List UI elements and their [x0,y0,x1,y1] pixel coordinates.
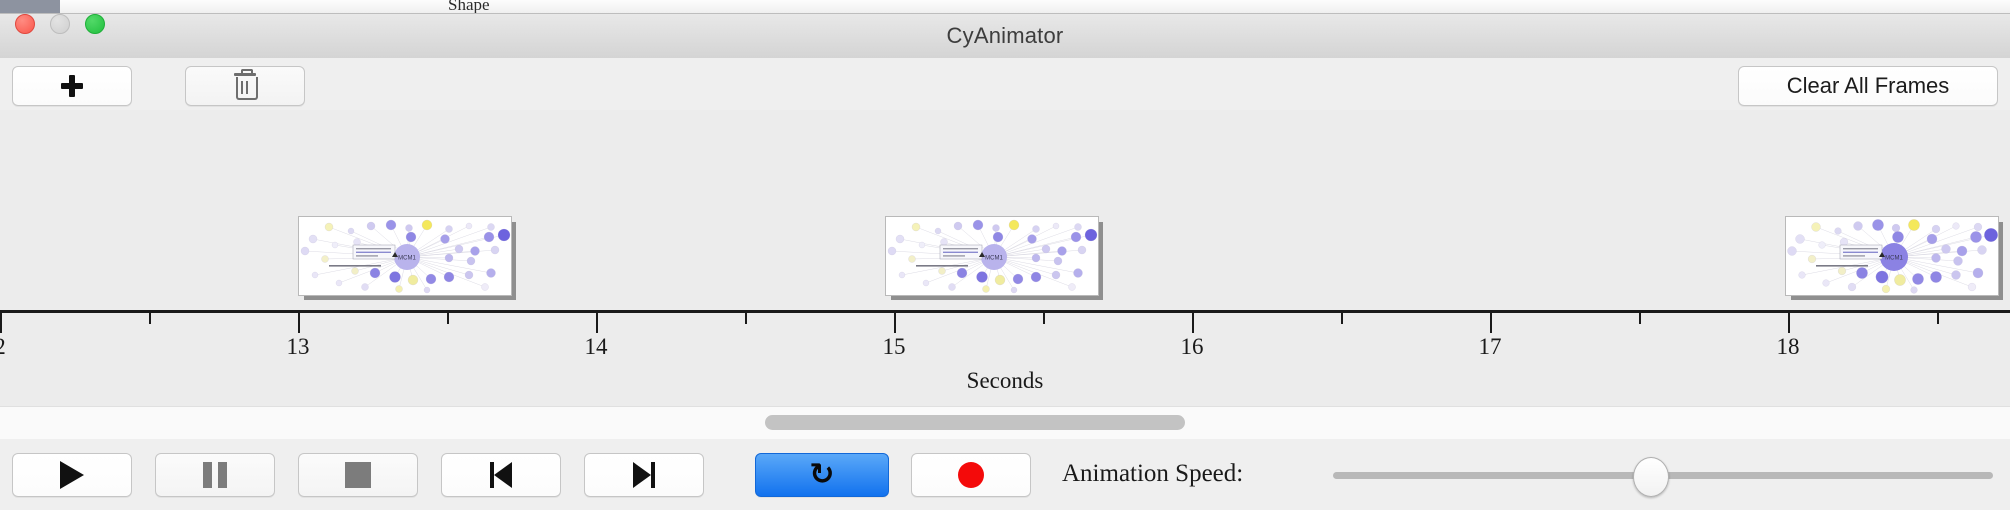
ruler-tick-minor [1043,313,1045,324]
skip-next-icon [631,462,657,488]
animation-speed-label: Animation Speed: [1062,460,1244,487]
ruler-tick-major [1788,313,1790,333]
ruler-tick-major [0,313,2,333]
add-frame-button[interactable] [12,66,132,106]
frame-network-image: MCM1 [298,216,512,296]
ruler-tick-major [596,313,598,333]
maximize-button[interactable] [85,14,105,34]
record-icon [958,462,984,488]
timeline-frame-thumbnail[interactable]: MCM1 [885,216,1103,300]
stop-button[interactable] [298,453,418,497]
window-title: CyAnimator [946,23,1064,48]
frame-network-image: MCM1 [1785,216,1999,296]
ruler-tick-label: 14 [584,334,608,359]
svg-text:MCM1: MCM1 [398,256,416,262]
timeline-frame-thumbnail[interactable]: MCM1 [1785,216,2003,300]
ruler-tick-minor [1937,313,1939,324]
loop-icon: ↻ [809,458,835,491]
timeline-panel[interactable]: MCM1 MCM1 MCM1 2 13 14 15 16 17 18 Seconds [0,110,2010,406]
pause-button[interactable] [155,453,275,497]
ruler-tick-minor [1341,313,1343,324]
background-window-strip: Shape [0,0,2010,14]
pause-icon [203,462,227,488]
clear-all-frames-button[interactable]: Clear All Frames [1738,66,1998,106]
ruler-tick-label: 13 [286,334,310,359]
trash-icon [234,69,258,100]
timeline-ruler: 2 13 14 15 16 17 18 Seconds [0,310,2010,398]
record-button[interactable] [911,453,1031,497]
timeline-frame-thumbnail[interactable]: MCM1 [298,216,516,300]
ruler-tick-minor [447,313,449,324]
ruler-tick-label: 16 [1180,334,1204,359]
ruler-tick-minor [149,313,151,324]
scrollbar-thumb[interactable] [765,415,1185,430]
ruler-tick-major [1192,313,1194,333]
ruler-tick-major [894,313,896,333]
transport-bar: ↻ Animation Speed: [0,439,2010,510]
svg-text:MCM1: MCM1 [1885,256,1903,262]
ruler-axis-line [0,310,2010,313]
frame-network-image: MCM1 [885,216,1099,296]
delete-frame-button[interactable] [185,66,305,106]
ruler-tick-major [298,313,300,333]
ruler-tick-minor [745,313,747,324]
close-button[interactable] [15,14,35,34]
ruler-tick-label: 17 [1478,334,1502,359]
play-button[interactable] [12,453,132,497]
loop-button[interactable]: ↻ [755,453,889,497]
ruler-tick-label: 2 [0,334,6,359]
plus-icon [60,74,84,98]
skip-previous-button[interactable] [441,453,561,497]
skip-previous-icon [488,462,514,488]
ruler-axis-title: Seconds [966,368,1044,393]
ruler-tick-label: 18 [1776,334,1800,359]
ruler-tick-major [1490,313,1492,333]
stop-icon [345,462,371,488]
background-window-label: Shape [448,0,490,14]
skip-next-button[interactable] [584,453,704,497]
animation-speed-slider-thumb[interactable] [1633,457,1669,497]
ruler-tick-label: 15 [882,334,906,359]
ruler-tick-minor [1639,313,1641,324]
toolbar: Clear All Frames [0,58,2010,111]
svg-text:MCM1: MCM1 [985,256,1003,262]
play-icon [60,461,84,489]
minimize-button[interactable] [50,14,70,34]
timeline-horizontal-scrollbar[interactable] [0,406,2010,440]
